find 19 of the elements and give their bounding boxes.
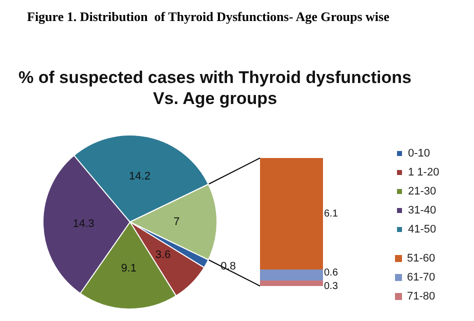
data-label: 9.1 bbox=[121, 262, 136, 274]
caption: Figure 1. Distribution of Thyroid Dysfunctions- Age Groups wise bbox=[27, 9, 390, 24]
data-label: 6.1 bbox=[324, 208, 338, 220]
legend-label: 51-60 bbox=[407, 252, 436, 264]
legend-label: 21-30 bbox=[408, 186, 436, 198]
legend-label: 31-40 bbox=[408, 204, 436, 216]
data-label: 14.3 bbox=[72, 218, 94, 230]
data-label: 3.6 bbox=[155, 248, 171, 261]
legend-label: 0-10 bbox=[408, 148, 430, 160]
data-label: 0.3 bbox=[324, 280, 338, 292]
legend-label: 71-80 bbox=[407, 290, 436, 302]
legend-label: 1 1-20 bbox=[408, 166, 440, 178]
legend-label: 41-50 bbox=[408, 224, 436, 236]
chart-title: % of suspected cases with Thyroid dysfunctions Vs. Age groups bbox=[18, 68, 412, 108]
data-label: 0.8 bbox=[220, 260, 236, 273]
data-label: 0.6 bbox=[324, 268, 338, 279]
legend-label: 61-70 bbox=[407, 272, 436, 284]
data-label: 7 bbox=[173, 216, 180, 228]
data-label: 14.2 bbox=[129, 170, 150, 183]
